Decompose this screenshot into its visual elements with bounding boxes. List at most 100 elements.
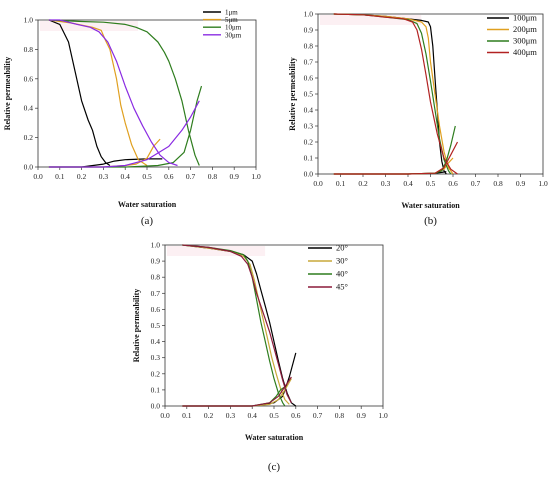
x-tick-label: 0.4 (121, 172, 131, 181)
legend-label: 5μm (225, 16, 238, 24)
legend-label: 30μm (225, 31, 242, 39)
panel-label: (b) (424, 215, 437, 227)
x-tick-label: 0.4 (248, 411, 258, 420)
y-tick-label: 0.2 (151, 369, 161, 378)
legend-label: 300μm (513, 36, 537, 46)
x-tick-label: 0.0 (160, 411, 170, 420)
panel-label: (a) (141, 215, 154, 227)
y-tick-label: 0.8 (304, 42, 314, 51)
series-line-oil (182, 244, 292, 404)
y-tick-label: 1.0 (24, 16, 34, 25)
x-tick-label: 0.1 (55, 172, 65, 181)
legend-label: 40° (336, 269, 348, 279)
x-tick-label: 0.6 (291, 411, 301, 420)
x-tick-label: 0.6 (448, 179, 458, 188)
x-tick-label: 0.5 (142, 172, 152, 181)
y-axis-label: Relative permeability (288, 57, 297, 131)
y-tick-label: 0.7 (304, 58, 314, 67)
x-tick-label: 0.5 (426, 179, 436, 188)
x-tick-label: 0.1 (336, 179, 346, 188)
x-tick-label: 0.9 (516, 179, 526, 188)
x-tick-label: 0.2 (204, 411, 214, 420)
y-tick-label: 0.0 (151, 402, 161, 411)
series-line-oil (182, 244, 286, 407)
x-tick-label: 0.8 (208, 172, 218, 181)
series-line-water (333, 157, 454, 175)
series-line-oil (182, 244, 290, 405)
legend-label: 45° (336, 282, 348, 292)
legend-label: 10μm (225, 24, 242, 32)
x-tick-label: 1.0 (538, 179, 548, 188)
y-tick-label: 0.4 (151, 337, 161, 346)
plot-frame (317, 13, 544, 175)
y-tick-label: 0.9 (304, 26, 314, 35)
x-axis-label: Water saturation (401, 201, 460, 210)
series-line-water (48, 85, 203, 168)
plot-frame (164, 244, 384, 407)
x-tick-label: 0.3 (99, 172, 109, 181)
legend-label: 1μm (225, 9, 238, 17)
y-tick-label: 0.6 (151, 305, 161, 314)
y-axis-label: Relative permeability (3, 57, 12, 131)
chart-panel-c: 0.0 0.1 0.2 0.3 0.4 0.5 0.6 0.7 0.8 0.9 1.0 0.0 0.1 0… (132, 241, 388, 474)
x-tick-label: 0.7 (186, 172, 196, 181)
y-tick-label: 0.9 (151, 257, 161, 266)
x-tick-label: 0.9 (230, 172, 240, 181)
legend-label: 100μm (513, 13, 537, 23)
x-tick-label: 0.0 (33, 172, 43, 181)
x-tick-label: 0.9 (357, 411, 367, 420)
x-tick-label: 0.1 (182, 411, 192, 420)
chart-panel-a: 0.0 0.1 0.2 0.3 0.4 0.5 0.6 0.7 0.8 0.9 1.0 0.0 0.2 0… (3, 9, 261, 228)
y-tick-label: 0.0 (24, 163, 34, 172)
y-tick-label: 0.1 (151, 385, 161, 394)
background-highlight (167, 246, 266, 256)
x-axis-label: Water saturation (245, 433, 304, 442)
legend-label: 20° (336, 243, 348, 253)
x-tick-label: 0.7 (313, 411, 323, 420)
x-tick-label: 0.2 (77, 172, 87, 181)
legend-label: 30° (336, 256, 348, 266)
y-tick-label: 0.7 (151, 289, 161, 298)
series-line-water (333, 141, 459, 175)
y-tick-label: 0.4 (24, 104, 34, 113)
x-tick-label: 0.5 (269, 411, 279, 420)
y-tick-label: 0.2 (24, 133, 34, 142)
x-tick-label: 0.0 (313, 179, 323, 188)
y-tick-label: 0.3 (304, 122, 314, 131)
x-tick-label: 0.3 (381, 179, 391, 188)
x-tick-label: 0.6 (164, 172, 174, 181)
y-tick-label: 0.5 (151, 321, 161, 330)
legend-label: 400μm (513, 47, 537, 57)
chart-panel-b: 0.0 0.1 0.2 0.3 0.4 0.5 0.6 0.7 0.8 0.9 1.0 0.0 0.1 0… (288, 10, 548, 228)
y-tick-label: 0.2 (304, 138, 314, 147)
x-tick-label: 0.7 (471, 179, 481, 188)
series-line-oil (48, 19, 111, 166)
y-tick-label: 0.0 (304, 170, 314, 179)
x-tick-label: 0.8 (493, 179, 503, 188)
series-line-water (182, 376, 292, 407)
y-tick-label: 0.6 (304, 74, 314, 83)
series-line-oil (333, 13, 454, 175)
x-tick-label: 1.0 (251, 172, 261, 181)
y-tick-label: 1.0 (151, 241, 161, 250)
background-highlight (320, 15, 422, 25)
x-tick-label: 1.0 (378, 411, 388, 420)
x-tick-label: 0.4 (403, 179, 413, 188)
y-tick-label: 0.5 (304, 90, 314, 99)
y-tick-label: 0.3 (151, 353, 161, 362)
series-line-oil (333, 13, 458, 175)
y-tick-label: 0.4 (304, 106, 314, 115)
y-tick-label: 0.8 (151, 273, 161, 282)
series-line-water (48, 100, 200, 168)
x-tick-label: 0.8 (335, 411, 345, 420)
y-tick-label: 0.6 (24, 74, 34, 83)
series-line-oil (48, 19, 200, 166)
x-tick-label: 0.2 (358, 179, 368, 188)
legend-label: 200μm (513, 24, 537, 34)
y-axis-label: Relative permeability (132, 289, 141, 363)
x-axis-label: Water saturation (118, 200, 177, 209)
series-line-oil (48, 19, 148, 166)
y-tick-label: 0.8 (24, 45, 34, 54)
y-tick-label: 1.0 (304, 10, 314, 19)
